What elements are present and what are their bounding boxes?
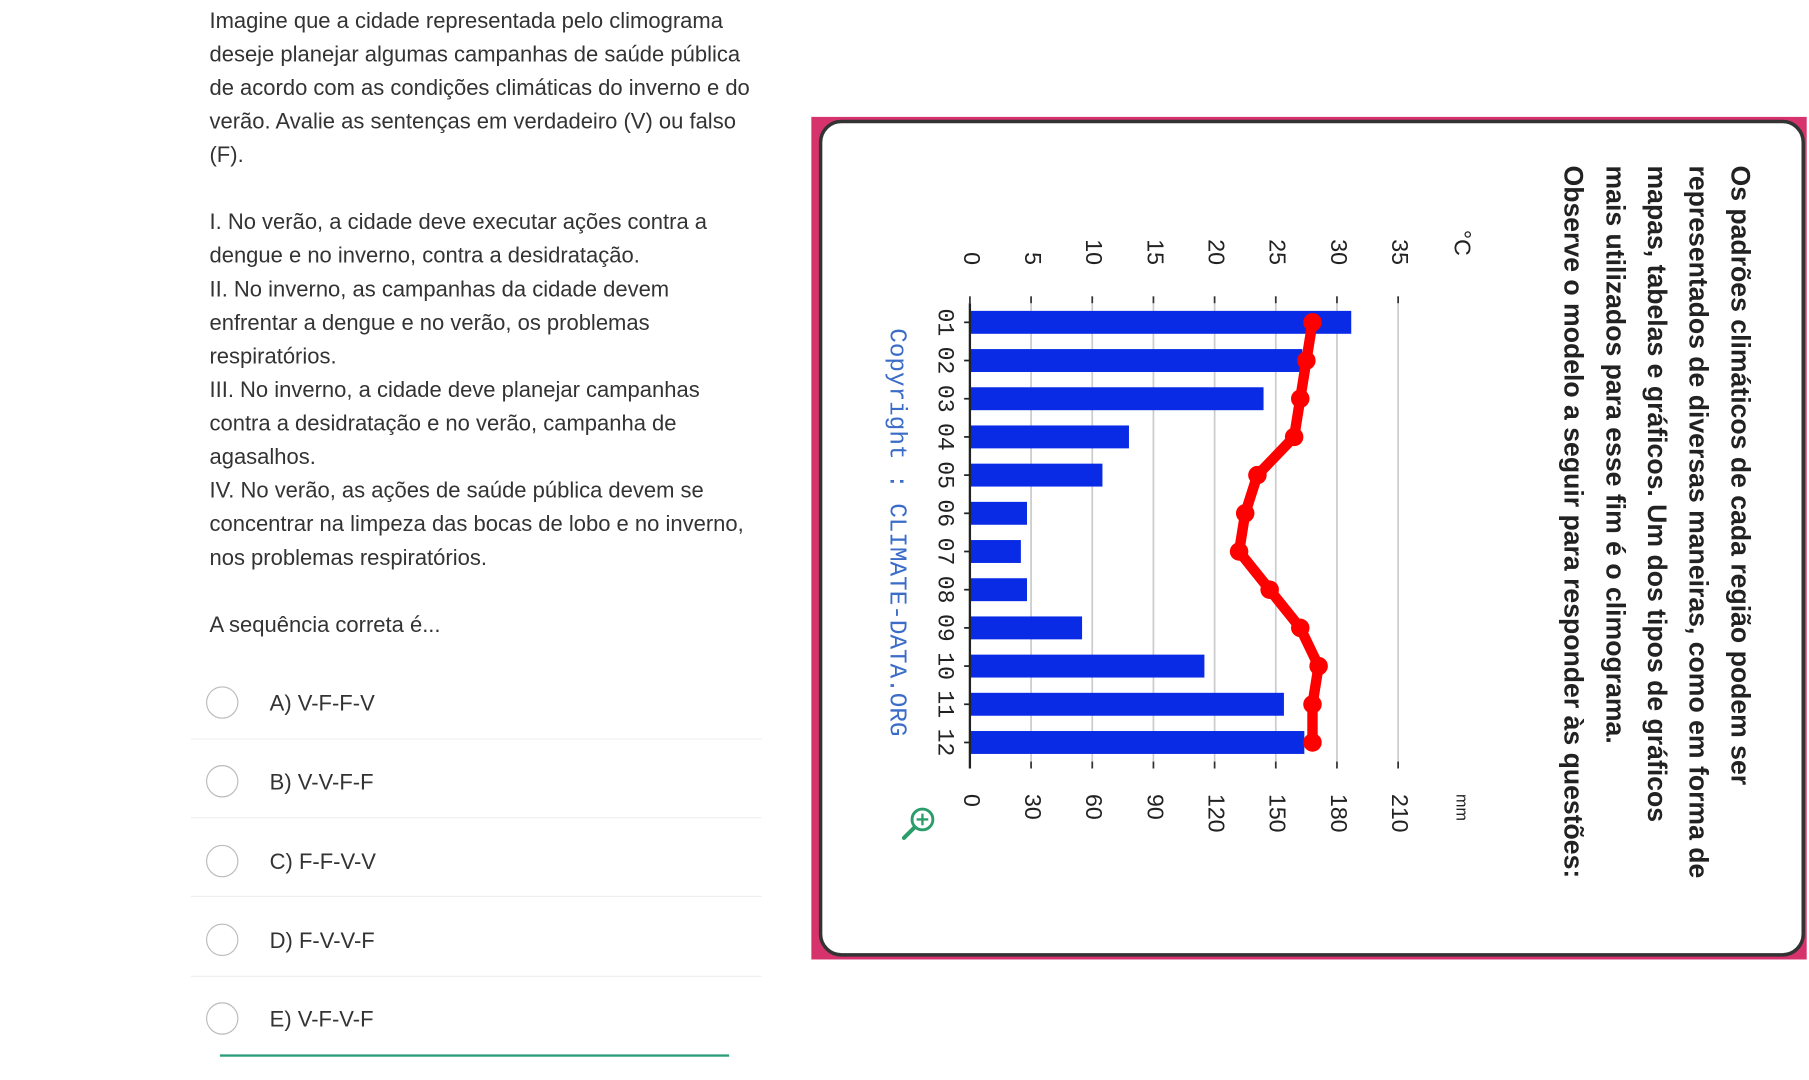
x-tick-label: 01 xyxy=(931,308,957,336)
x-tick-label: 04 xyxy=(931,423,957,451)
temperature-point xyxy=(1290,618,1310,638)
precipitation-bar xyxy=(969,349,1303,372)
precipitation-bar xyxy=(969,616,1083,640)
option-label[interactable]: B) V-V-F-F xyxy=(269,771,374,796)
radio-button[interactable] xyxy=(206,1002,239,1035)
y-tick-label: 0 xyxy=(959,252,985,265)
y-tick-label: 25 xyxy=(1265,239,1291,265)
x-tick-label: 11 xyxy=(931,690,957,718)
panel-text: Os padrões climáticos de cada região pod… xyxy=(1725,166,1755,786)
y-tick-label: 20 xyxy=(1203,239,1229,265)
option-label[interactable]: E) V-F-V-F xyxy=(269,1008,374,1033)
y-tick-label: 5 xyxy=(1020,252,1046,265)
precipitation-bar xyxy=(969,310,1352,334)
option[interactable]: D) F-V-V-F xyxy=(191,919,762,965)
x-tick-label: 03 xyxy=(931,385,957,413)
divider xyxy=(190,817,762,819)
prompt-text: A sequência correta é... xyxy=(209,613,441,638)
x-tick-label: 05 xyxy=(931,461,957,489)
y2-axis-label: mm xyxy=(1452,794,1470,821)
option-label[interactable]: A) V-F-F-V xyxy=(269,692,375,717)
progress-line xyxy=(219,1054,730,1057)
statement: III. No inverno, a cidade deve planejar … xyxy=(209,378,700,470)
precipitation-bar xyxy=(969,731,1305,754)
y2-tick-label: 180 xyxy=(1326,794,1352,833)
radio-button[interactable] xyxy=(206,844,239,877)
precipitation-bar xyxy=(969,692,1284,716)
copyright: Copyright : CLIMATE-DATA.ORG xyxy=(883,328,910,736)
divider xyxy=(190,738,762,740)
option[interactable]: C) F-F-V-V xyxy=(191,840,762,886)
temperature-point xyxy=(1229,542,1249,561)
zoom-lens xyxy=(910,807,935,832)
statements: I. No verão, a cidade deve executar açõe… xyxy=(209,206,751,575)
temperature-point xyxy=(1297,351,1316,370)
radio-button[interactable] xyxy=(206,923,239,956)
y-tick-label: 35 xyxy=(1387,239,1413,265)
precipitation-bar xyxy=(969,540,1021,563)
precipitation-bar xyxy=(969,501,1027,525)
temperature-point xyxy=(1309,656,1328,676)
y2-tick-label: 90 xyxy=(1142,794,1168,820)
x-tick-label: 12 xyxy=(931,729,957,757)
panel-text: representados de diversas maneiras, como… xyxy=(1684,166,1714,879)
precipitation-bar xyxy=(969,654,1205,678)
y-tick-label: 10 xyxy=(1081,239,1107,265)
x-tick-label: 10 xyxy=(931,652,957,680)
precipitation-bar xyxy=(969,578,1027,602)
rotated-content: Os padrões climáticos de cada região pod… xyxy=(883,166,1756,879)
intro-text: Imagine que a cidade representada pelo c… xyxy=(209,9,750,168)
y2-tick-label: 120 xyxy=(1203,794,1229,833)
divider xyxy=(190,975,762,977)
option[interactable]: B) V-V-F-F xyxy=(191,761,762,807)
y-tick-label: 15 xyxy=(1142,239,1168,265)
x-tick-label: 06 xyxy=(931,499,957,527)
precipitation-bar xyxy=(969,425,1129,449)
y2-tick-label: 0 xyxy=(959,794,985,807)
statement: I. No verão, a cidade deve executar açõe… xyxy=(209,210,708,269)
panel-text: Observe o modelo a seguir para responder… xyxy=(1559,166,1589,879)
option[interactable]: E) V-F-V-F xyxy=(191,998,762,1044)
precipitation-bar xyxy=(969,463,1103,487)
x-tick-label: 07 xyxy=(931,538,957,566)
y2-tick-label: 60 xyxy=(1081,794,1107,820)
zoom-plus xyxy=(916,813,929,826)
y2-tick-label: 30 xyxy=(1020,794,1046,820)
radio-button[interactable] xyxy=(206,686,239,719)
zoom-icon[interactable] xyxy=(901,807,935,840)
statement: IV. No verão, as ações de saúde pública … xyxy=(209,479,744,571)
temperature-point xyxy=(1290,389,1310,408)
question-intro: Imagine que a cidade representada pelo c… xyxy=(209,5,751,173)
option-label[interactable]: C) F-F-V-V xyxy=(269,850,376,875)
statement: II. No inverno, as campanhas da cidade d… xyxy=(209,277,670,370)
prompt: A sequência correta é... xyxy=(209,609,751,643)
temperature-point xyxy=(1260,580,1279,599)
panel-text: mais utilizados para esse fim é o climog… xyxy=(1600,166,1630,744)
panel-text: mapas, tabelas e gráficos. Um dos tipos … xyxy=(1642,166,1672,823)
y-tick-label: 30 xyxy=(1326,239,1352,265)
temperature-point xyxy=(1303,733,1322,752)
temperature-point xyxy=(1248,465,1267,485)
zoom-handle xyxy=(901,825,917,840)
x-tick-label: 08 xyxy=(931,576,957,604)
temperature-point xyxy=(1284,427,1304,447)
radio-button[interactable] xyxy=(206,765,239,798)
y-axis-label: °C xyxy=(1450,230,1476,256)
precipitation-bar xyxy=(969,387,1264,411)
y2-tick-label: 150 xyxy=(1265,794,1291,833)
option-label[interactable]: D) F-V-V-F xyxy=(269,929,375,954)
temperature-point xyxy=(1235,504,1255,523)
option[interactable]: A) V-F-F-V xyxy=(191,682,762,728)
x-tick-label: 09 xyxy=(931,614,957,642)
x-tick-label: 02 xyxy=(931,347,957,375)
temperature-point xyxy=(1303,313,1322,332)
temperature-point xyxy=(1303,695,1322,714)
y2-tick-label: 210 xyxy=(1387,794,1413,833)
divider xyxy=(190,895,762,897)
